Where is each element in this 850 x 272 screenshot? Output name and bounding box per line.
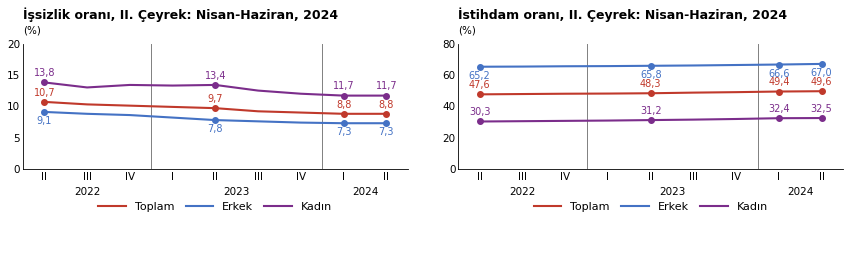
Toplam [474,93,484,96]
Kadın [688,118,699,121]
Kadın [125,83,135,86]
Erkek [518,65,528,68]
Kadın [39,81,49,84]
Erkek [646,64,656,67]
Kadın [210,83,220,86]
Toplam [688,91,699,94]
Erkek [82,112,92,115]
Toplam [518,92,528,96]
Kadın [603,119,613,122]
Toplam [817,89,827,93]
Legend: Toplam, Erkek, Kadın: Toplam, Erkek, Kadın [94,197,337,216]
Text: 49,4: 49,4 [768,77,790,87]
Erkek [167,116,178,119]
Line: Kadın: Kadın [44,82,387,95]
Kadın [774,117,784,120]
Toplam [731,91,741,94]
Kadın [296,92,306,95]
Text: 31,2: 31,2 [640,106,661,116]
Toplam [603,92,613,95]
Toplam [338,112,348,115]
Toplam [296,111,306,114]
Text: 30,3: 30,3 [469,107,490,117]
Toplam [39,100,49,104]
Line: Erkek: Erkek [44,112,387,123]
Toplam [167,105,178,109]
Text: 7,8: 7,8 [207,124,223,134]
Erkek [125,113,135,117]
Text: 8,8: 8,8 [378,100,394,110]
Toplam [646,92,656,95]
Text: 2024: 2024 [352,187,378,197]
Erkek [603,64,613,68]
Erkek [382,122,392,125]
Line: Kadın: Kadın [479,118,822,122]
Text: 65,8: 65,8 [640,70,661,80]
Erkek [253,120,264,123]
Erkek [39,110,49,113]
Kadın [646,118,656,122]
Text: 65,2: 65,2 [469,71,490,81]
Text: 11,7: 11,7 [376,81,397,91]
Toplam [774,90,784,93]
Text: 48,3: 48,3 [640,79,661,89]
Text: 9,7: 9,7 [207,94,223,104]
Text: 8,8: 8,8 [336,100,351,110]
Toplam [125,104,135,107]
Text: 32,5: 32,5 [811,104,832,114]
Kadın [82,86,92,89]
Toplam [210,107,220,110]
Kadın [817,116,827,120]
Erkek [474,65,484,68]
Text: 66,6: 66,6 [768,69,790,79]
Text: 2023: 2023 [224,187,250,197]
Erkek [338,122,348,125]
Legend: Toplam, Erkek, Kadın: Toplam, Erkek, Kadın [530,197,772,216]
Erkek [817,62,827,66]
Text: 7,3: 7,3 [378,127,394,137]
Text: 13,8: 13,8 [34,68,55,78]
Kadın [382,94,392,97]
Text: İşsizlik oranı, II. Çeyrek: Nisan-Haziran, 2024: İşsizlik oranı, II. Çeyrek: Nisan-Hazira… [23,7,338,21]
Erkek [296,121,306,124]
Kadın [731,117,741,120]
Kadın [253,89,264,92]
Text: 2022: 2022 [509,187,536,197]
Toplam [82,103,92,106]
Erkek [210,118,220,122]
Kadın [518,120,528,123]
Erkek [731,63,741,67]
Toplam [560,92,570,95]
Line: Toplam: Toplam [479,91,822,94]
Text: 49,6: 49,6 [811,77,832,87]
Text: 13,4: 13,4 [205,71,226,81]
Kadın [560,119,570,122]
Line: Erkek: Erkek [479,64,822,67]
Kadın [338,94,348,97]
Text: (%): (%) [458,26,476,36]
Text: 32,4: 32,4 [768,104,790,114]
Line: Toplam: Toplam [44,102,387,114]
Text: 2024: 2024 [787,187,813,197]
Toplam [253,110,264,113]
Text: 7,3: 7,3 [336,127,351,137]
Kadın [167,84,178,87]
Erkek [688,64,699,67]
Text: 9,1: 9,1 [37,116,52,126]
Kadın [474,120,484,123]
Text: 47,6: 47,6 [469,80,490,90]
Text: 67,0: 67,0 [811,68,832,78]
Toplam [382,112,392,115]
Erkek [774,63,784,66]
Text: 2023: 2023 [659,187,685,197]
Text: İstihdam oranı, II. Çeyrek: Nisan-Haziran, 2024: İstihdam oranı, II. Çeyrek: Nisan-Hazira… [458,7,787,21]
Text: 2022: 2022 [74,187,100,197]
Text: 10,7: 10,7 [33,88,55,98]
Text: (%): (%) [23,26,41,36]
Erkek [560,65,570,68]
Text: 11,7: 11,7 [332,81,354,91]
